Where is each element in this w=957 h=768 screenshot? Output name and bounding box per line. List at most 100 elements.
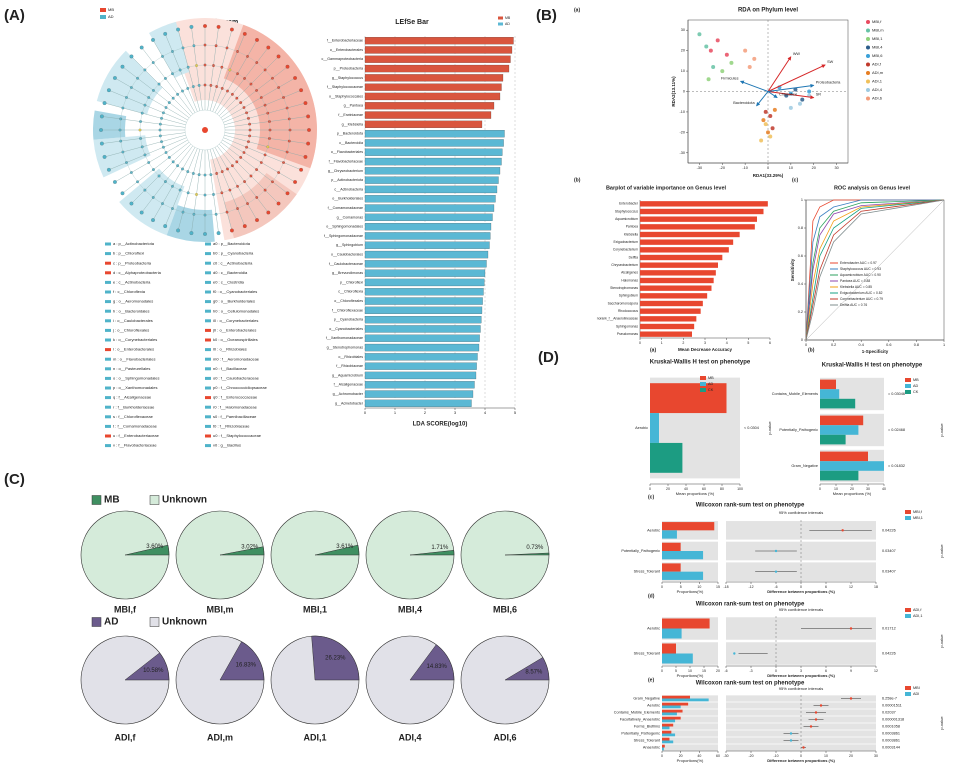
point bbox=[766, 130, 770, 135]
panel-label: (B) bbox=[536, 7, 557, 24]
node bbox=[216, 231, 221, 236]
x-tick-label: 20 bbox=[812, 166, 816, 170]
taxa-label: a : p__Actinobacteriota bbox=[113, 241, 155, 246]
legend-swatch bbox=[149, 495, 160, 505]
diff-point bbox=[849, 627, 853, 630]
bar-label: p__Actinobacteriota bbox=[331, 178, 363, 182]
legend-label: Exiguobacterium AUC = 0.82 bbox=[840, 291, 883, 295]
node bbox=[186, 65, 190, 69]
x-tick-label: -6 bbox=[724, 669, 727, 673]
vector-label: Firmicutes bbox=[721, 76, 739, 80]
bar bbox=[364, 37, 514, 45]
chart-title: Wilcoxon rank-sum test on phenotype bbox=[696, 681, 805, 687]
pie-slice bbox=[314, 544, 360, 556]
bar bbox=[650, 442, 683, 473]
x-tick-label: 40 bbox=[697, 754, 701, 758]
pie-slice bbox=[124, 544, 170, 556]
node bbox=[242, 224, 247, 228]
taxa-swatch bbox=[205, 405, 211, 409]
bar bbox=[662, 740, 674, 744]
legend-label: AD bbox=[108, 14, 114, 19]
pie-slice bbox=[311, 635, 360, 681]
p-value: 0.04226 bbox=[882, 528, 896, 532]
taxa-swatch bbox=[205, 348, 211, 352]
roc-curve bbox=[805, 199, 945, 341]
legend-label: Unknown bbox=[162, 617, 207, 628]
legend-label: ADI,4 bbox=[872, 87, 883, 92]
bar-label: Corynebacterium bbox=[613, 248, 638, 252]
taxa-swatch bbox=[205, 271, 211, 275]
legend-swatch bbox=[700, 382, 706, 386]
bar bbox=[820, 461, 884, 471]
chart-label: (c) bbox=[648, 494, 654, 500]
clade-shade bbox=[166, 205, 215, 243]
x-tick-label: 5 bbox=[680, 585, 682, 589]
x-tick-label: 3 bbox=[704, 341, 706, 345]
branch bbox=[212, 148, 245, 227]
row-band bbox=[662, 716, 718, 723]
taxa-swatch bbox=[205, 300, 211, 304]
p-value: = 0.03046 bbox=[888, 392, 905, 396]
pie-label: MBI,4 bbox=[398, 604, 422, 614]
taxa-swatch bbox=[105, 434, 111, 438]
vector bbox=[756, 91, 769, 107]
bar-label: f__Alcaligenaceae bbox=[334, 383, 363, 387]
x-tick-label: 0 bbox=[800, 585, 802, 589]
legend-label: Corynebacterium AUC = 0.79 bbox=[840, 297, 883, 301]
legend-label: MB bbox=[104, 495, 120, 506]
x-tick-label: 12 bbox=[849, 585, 853, 589]
node bbox=[266, 45, 271, 50]
x-tick-label: 0 bbox=[775, 669, 777, 673]
row-band bbox=[726, 730, 876, 737]
bar-label: p__Cyanobacteria bbox=[334, 318, 363, 322]
diff-point bbox=[819, 704, 823, 707]
bar-label: f__Staphylococcaceae bbox=[327, 85, 363, 89]
bar bbox=[662, 702, 689, 706]
node bbox=[186, 191, 190, 195]
legend-label: MBI,4 bbox=[872, 45, 883, 50]
legend-label: Aquamicrobium AUC = 0.90 bbox=[840, 273, 881, 277]
pie-slice bbox=[409, 550, 455, 556]
branch bbox=[104, 102, 186, 126]
taxa-swatch bbox=[105, 444, 111, 448]
row-band bbox=[726, 723, 876, 730]
node bbox=[139, 45, 144, 50]
pie-slice bbox=[504, 552, 550, 556]
diff-point bbox=[789, 739, 793, 742]
legend-swatch bbox=[498, 16, 503, 20]
vector bbox=[767, 56, 792, 92]
ci-title: 95% confidence intervals bbox=[779, 607, 823, 612]
taxa-swatch bbox=[205, 357, 211, 361]
x-tick-label: 0.4 bbox=[859, 343, 864, 347]
bar-label: f__Rhizobiaceae bbox=[336, 364, 363, 368]
bar bbox=[640, 201, 768, 207]
node bbox=[306, 114, 311, 119]
x-axis-label: LDA SCORE(log10) bbox=[413, 422, 468, 428]
bar-label: g__Klebsiella bbox=[342, 122, 363, 126]
diff-point bbox=[802, 746, 805, 749]
node bbox=[303, 155, 308, 159]
legend-label: ADI,f bbox=[872, 62, 882, 67]
category-label: Aerobic bbox=[647, 704, 660, 708]
branch bbox=[177, 29, 201, 111]
y-axis-label: p-value bbox=[939, 634, 944, 648]
bar bbox=[662, 744, 665, 748]
taxa-label: u : f__Enterobacteriaceae bbox=[113, 433, 160, 438]
bar-label: g__Achromobacter bbox=[333, 392, 364, 396]
bar bbox=[640, 208, 764, 215]
node bbox=[102, 101, 107, 105]
x-tick-label: -10 bbox=[773, 754, 778, 758]
node bbox=[99, 141, 104, 146]
bar bbox=[640, 293, 708, 299]
x-tick-label: 0.2 bbox=[831, 343, 836, 347]
diff-point bbox=[733, 652, 736, 655]
y-tick-label: 0.6 bbox=[798, 254, 803, 258]
x-tick-label: 0 bbox=[364, 410, 367, 415]
x-axis-label: Mean proportions (%) bbox=[833, 491, 872, 496]
category-label: Gram_Negative bbox=[791, 464, 818, 468]
taxa-swatch bbox=[105, 415, 111, 419]
x-tick-label: 5 bbox=[514, 410, 517, 415]
bar-label: f__Xanthomonadaceae bbox=[326, 336, 363, 340]
category-label: Gram_Negative bbox=[633, 697, 660, 701]
